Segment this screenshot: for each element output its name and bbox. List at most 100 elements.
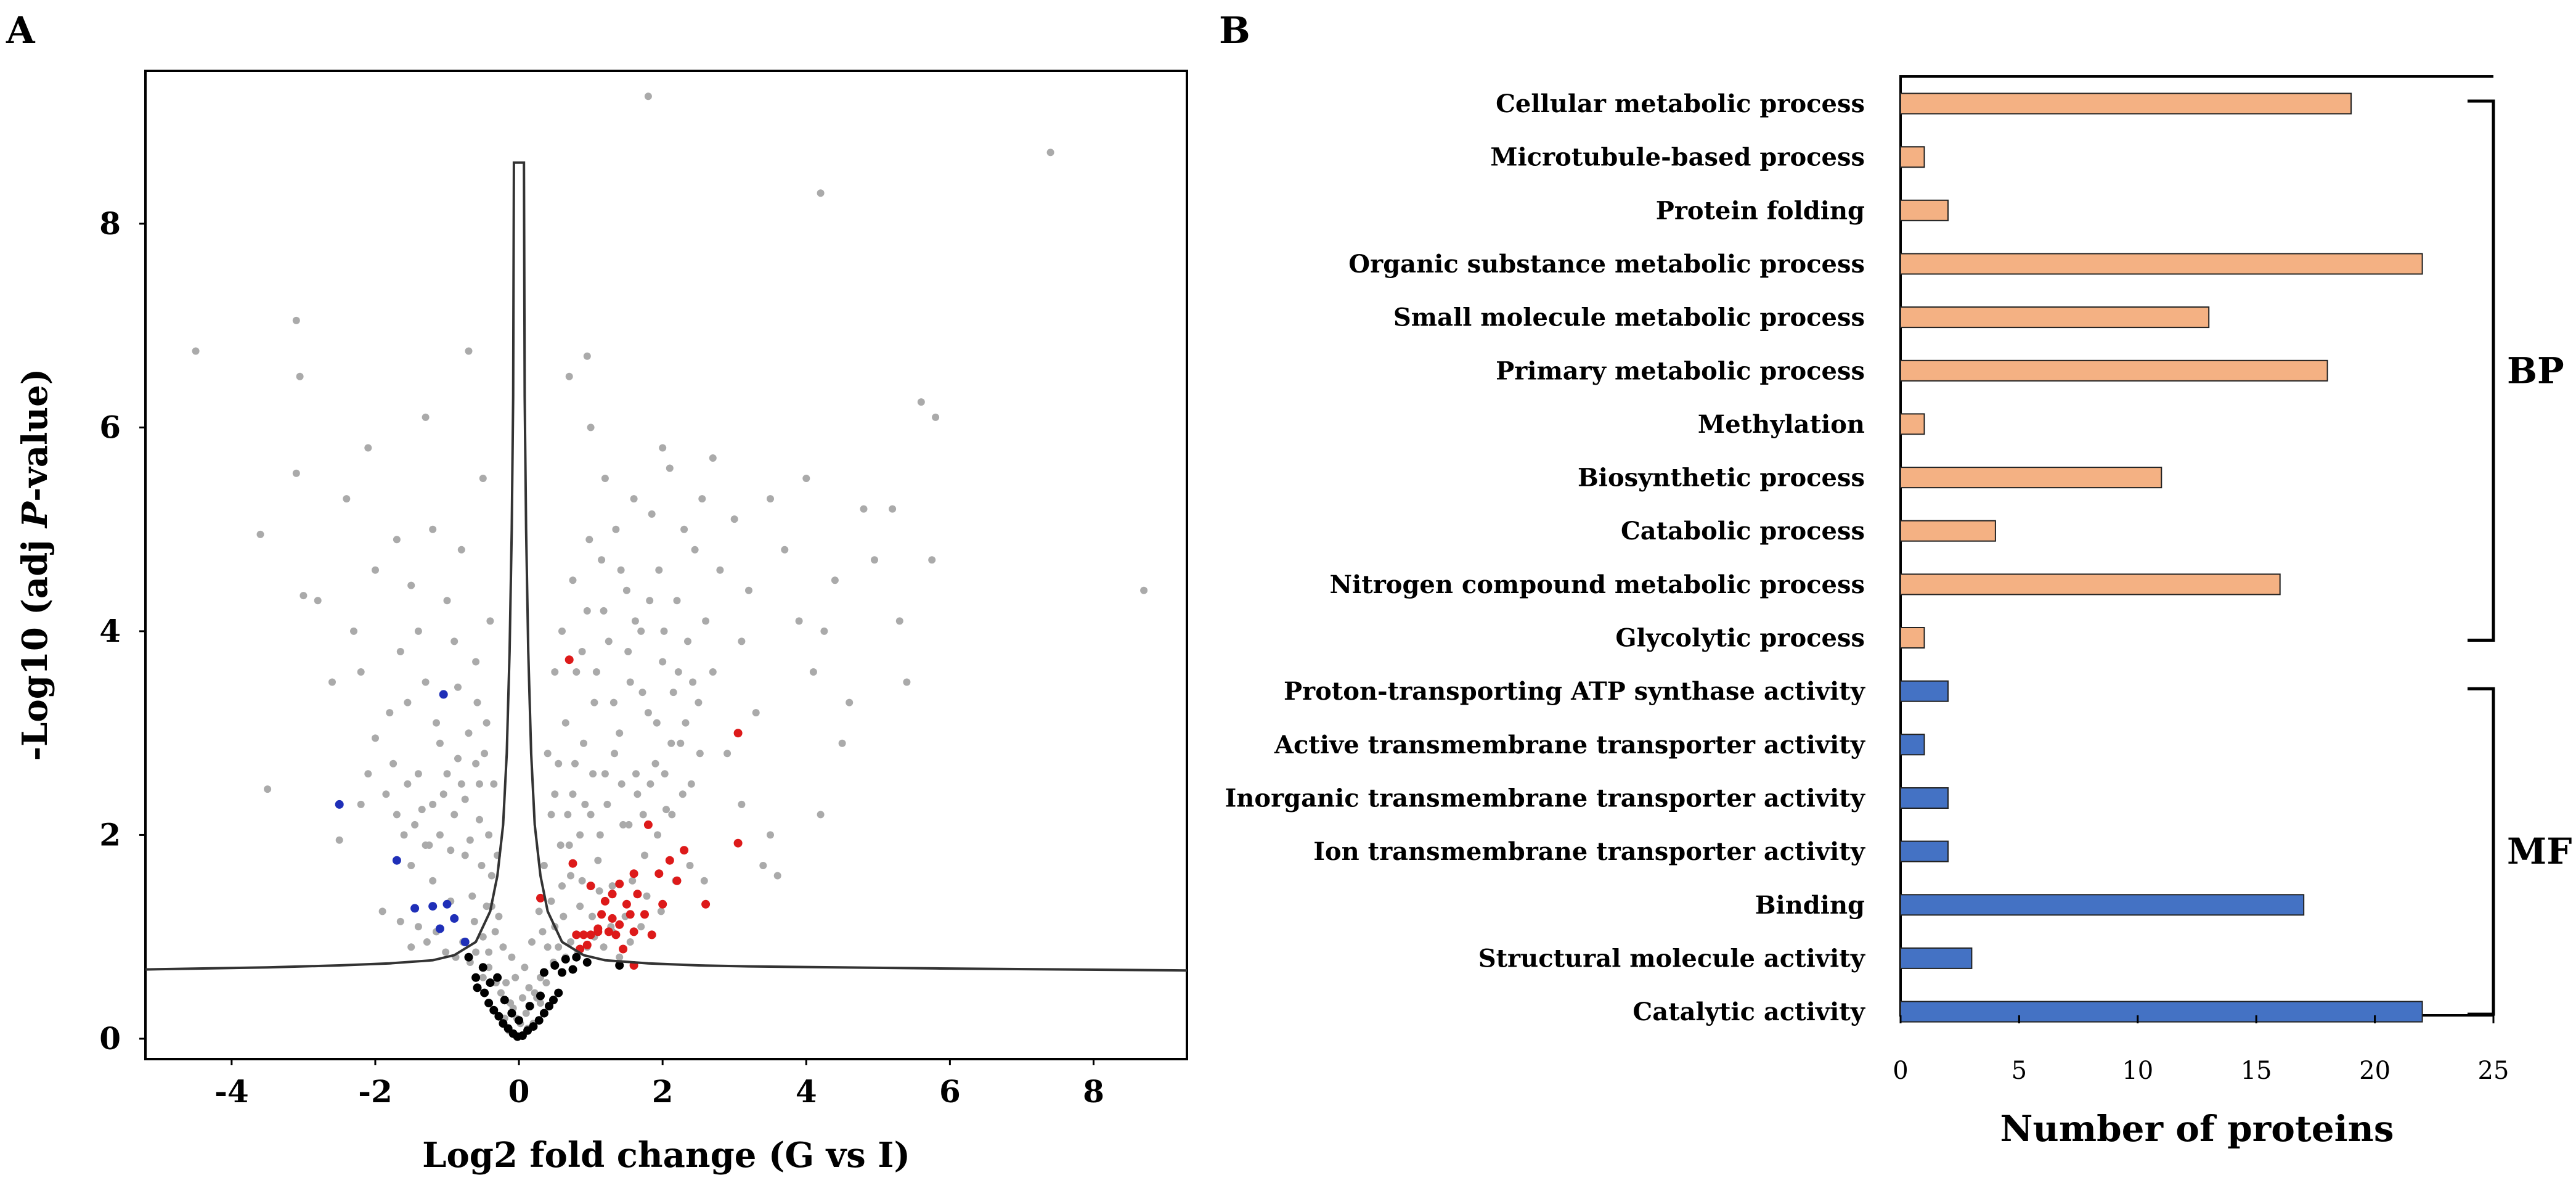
volcano-point-all-proteins-87 — [641, 851, 648, 859]
volcano-point-all-proteins-1 — [292, 316, 300, 324]
volcano-point-all-proteins-173 — [589, 912, 596, 920]
volcano-point-all-proteins-106 — [716, 566, 724, 574]
volcano-point-down-regulated-5 — [442, 899, 452, 909]
volcano-point-all-proteins-29 — [372, 734, 379, 742]
volcano-point-not-significant-19 — [554, 988, 563, 997]
bar-ion-transmembrane-transporter-activity — [1900, 840, 1949, 862]
volcano-point-all-proteins-164 — [461, 851, 469, 859]
volcano-point-all-proteins-92 — [659, 658, 667, 666]
volcano-point-down-regulated-6 — [450, 914, 459, 923]
volcano-point-all-proteins-219 — [654, 831, 661, 839]
volcano-point-up-regulated-35 — [572, 930, 581, 939]
volcano-point-all-proteins-230 — [393, 811, 401, 819]
bar-active-transmembrane-transporter-activity — [1900, 734, 1925, 756]
category-label: Protein folding — [1656, 196, 1865, 225]
volcano-point-all-proteins-72 — [587, 811, 595, 819]
volcano-point-all-proteins-225 — [436, 831, 444, 839]
volcano-point-all-proteins-205 — [556, 841, 565, 849]
category-label: Catalytic activity — [1632, 997, 1865, 1026]
category-label: Catabolic process — [1621, 517, 1865, 546]
volcano-point-all-proteins-112 — [767, 495, 774, 503]
volcano-point-all-proteins-263 — [423, 938, 431, 946]
volcano-point-all-proteins-53 — [522, 1009, 530, 1017]
volcano-x-ticks: -4 -2 0 2 4 6 8 — [214, 1059, 1104, 1110]
volcano-x-tick-label: 4 — [796, 1073, 817, 1110]
volcano-point-all-proteins-179 — [657, 907, 665, 915]
category-label: Glycolytic process — [1615, 624, 1865, 653]
volcano-point-down-regulated-7 — [435, 924, 444, 933]
bar-catalytic-activity — [1900, 1001, 2423, 1023]
volcano-point-all-proteins-105 — [709, 668, 717, 676]
volcano-point-all-proteins-14 — [350, 627, 357, 635]
volcano-point-all-proteins-131 — [817, 189, 825, 197]
volcano-point-all-proteins-75 — [598, 556, 606, 564]
volcano-point-all-proteins-190 — [609, 698, 618, 706]
volcano-point-all-proteins-19 — [443, 597, 451, 605]
volcano-point-all-proteins-148 — [422, 678, 430, 686]
volcano-point-all-proteins-127 — [932, 413, 940, 421]
volcano-point-all-proteins-133 — [565, 372, 573, 380]
volcano-point-all-proteins-229 — [404, 780, 412, 788]
volcano-point-all-proteins-39 — [479, 933, 487, 941]
category-label: Small molecule metabolic process — [1393, 303, 1865, 332]
volcano-point-all-proteins-4 — [264, 785, 272, 793]
category-label: Cellular metabolic process — [1496, 89, 1865, 118]
volcano-point-all-proteins-68 — [573, 668, 581, 676]
volcano-point-all-proteins-69 — [576, 903, 584, 911]
volcano-point-all-proteins-169 — [547, 897, 555, 905]
volcano-point-all-proteins-80 — [616, 729, 624, 737]
volcano-point-not-significant-4 — [480, 988, 489, 997]
volcano-point-all-proteins-162 — [439, 790, 447, 798]
volcano-point-all-proteins-54 — [525, 984, 533, 992]
volcano-point-all-proteins-204 — [551, 790, 559, 798]
volcano-point-all-proteins-78 — [608, 882, 616, 890]
volcano-point-not-significant-6 — [489, 1005, 499, 1015]
volcano-point-all-proteins-141 — [817, 811, 825, 819]
volcano-point-all-proteins-155 — [357, 668, 365, 676]
volcano-point-all-proteins-189 — [600, 607, 608, 615]
volcano-point-all-proteins-104 — [702, 617, 710, 625]
bar-x-tick-label: 25 — [2478, 1057, 2509, 1085]
volcano-point-all-proteins-97 — [677, 739, 685, 747]
volcano-point-all-proteins-25 — [490, 780, 498, 788]
volcano-point-all-proteins-156 — [364, 770, 372, 778]
bar-chart-bars — [1900, 92, 2423, 1023]
volcano-point-down-regulated-3 — [410, 904, 420, 913]
volcano-point-all-proteins-81 — [619, 821, 627, 829]
volcano-point-all-proteins-203 — [544, 750, 552, 758]
volcano-point-all-proteins-79 — [612, 525, 620, 533]
volcano-point-all-proteins-206 — [564, 811, 572, 819]
category-label: Primary metabolic process — [1496, 356, 1865, 385]
bar-x-tick-label: 20 — [2359, 1057, 2391, 1085]
volcano-y-tick-label: 0 — [99, 1020, 121, 1057]
volcano-point-all-proteins-151 — [465, 729, 473, 737]
bar-biosynthetic-process — [1900, 467, 2162, 489]
volcano-point-all-proteins-10 — [422, 413, 430, 421]
volcano-point-all-proteins-60 — [544, 943, 552, 951]
volcano-point-all-proteins-153 — [473, 698, 481, 706]
volcano-point-all-proteins-202 — [696, 750, 704, 758]
volcano-point-all-proteins-70 — [580, 739, 587, 747]
volcano-point-all-proteins-126 — [917, 398, 925, 406]
volcano-point-all-proteins-217 — [639, 811, 647, 819]
volcano-point-not-significant-2 — [493, 973, 502, 982]
volcano-point-all-proteins-140 — [773, 872, 781, 880]
volcano-point-all-proteins-142 — [738, 800, 746, 808]
volcano-point-all-proteins-246 — [542, 979, 550, 987]
volcano-point-all-proteins-236 — [485, 831, 493, 839]
volcano-point-all-proteins-213 — [611, 750, 619, 758]
volcano-point-not-significant-0 — [464, 952, 473, 962]
volcano-point-up-regulated-33 — [611, 930, 621, 939]
volcano-point-all-proteins-121 — [860, 505, 868, 513]
volcano-point-all-proteins-234 — [476, 780, 483, 788]
volcano-point-not-significant-28 — [515, 1016, 524, 1025]
volcano-point-all-proteins-231 — [454, 755, 462, 763]
volcano-point-all-proteins-268 — [407, 943, 415, 951]
volcano-y-tick-label: 4 — [99, 613, 121, 649]
volcano-point-all-proteins-177 — [629, 877, 637, 885]
volcano-point-all-proteins-52 — [521, 964, 529, 972]
volcano-point-not-significant-17 — [545, 1002, 553, 1011]
bar-protein-folding — [1900, 199, 1949, 221]
volcano-point-all-proteins-99 — [684, 637, 691, 645]
volcano-point-all-proteins-132 — [644, 92, 652, 100]
